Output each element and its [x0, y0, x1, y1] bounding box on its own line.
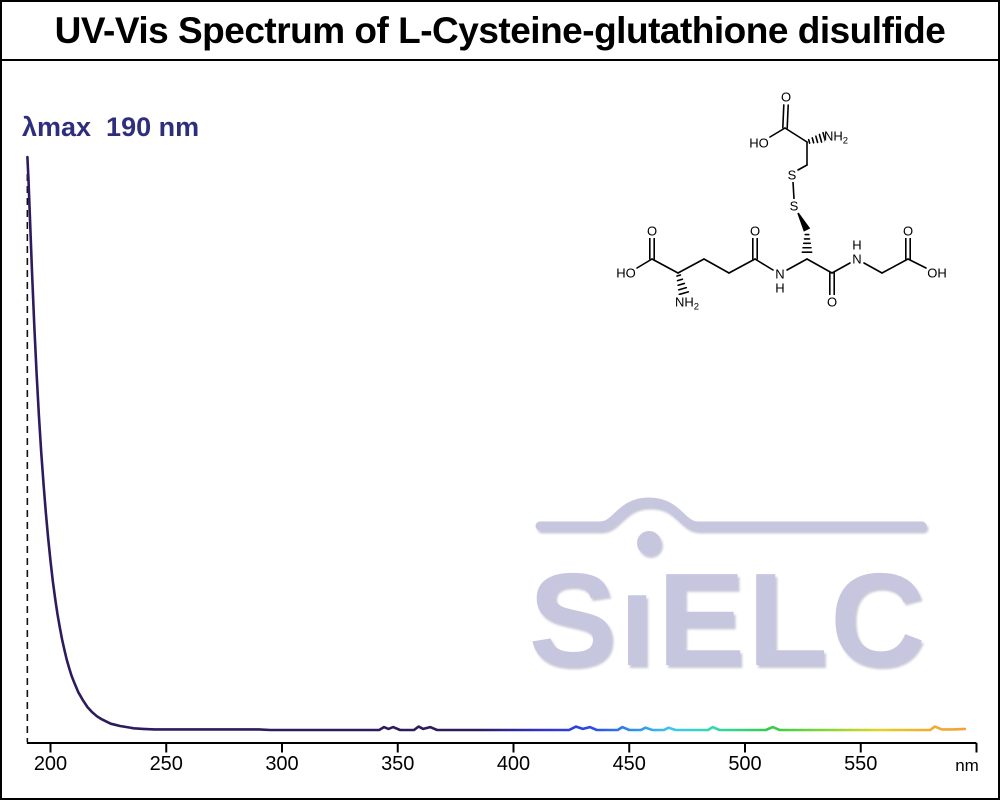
- atom-label-halo: [787, 168, 797, 182]
- atom-label: NH2: [675, 295, 699, 313]
- bond: [769, 127, 786, 138]
- bond: [797, 164, 808, 171]
- atom-label-halo: [675, 295, 699, 309]
- watermark-peak-icon: [535, 497, 927, 531]
- x-axis: 200 250 300 350 400 450 500 550 nm: [26, 742, 979, 775]
- title-bar: UV-Vis Spectrum of L-Cysteine-glutathion…: [2, 2, 998, 61]
- atom-label-halo: [852, 252, 862, 266]
- bond: [784, 127, 808, 143]
- atom-label: S: [790, 199, 799, 214]
- atom-label: O: [903, 224, 913, 239]
- bond: [676, 274, 682, 277]
- bond: [754, 258, 774, 271]
- axis-tick-label: 400: [497, 753, 530, 775]
- atom-label-halo: [617, 266, 635, 280]
- bond: [678, 291, 690, 296]
- lambda-max-annotation: λmax 190 nm: [22, 112, 200, 142]
- bond: [651, 258, 679, 274]
- bond: [677, 282, 686, 287]
- atom-label-halo: [781, 90, 791, 104]
- axis-tick-label: 300: [265, 753, 298, 775]
- atom-label: S: [788, 168, 797, 183]
- atom-label-halo: [775, 267, 785, 281]
- atom-label-halo: [903, 224, 913, 238]
- axis-tick-label: 200: [34, 753, 67, 775]
- bond: [677, 286, 688, 291]
- bond: [807, 138, 811, 144]
- atom-label: N: [852, 252, 861, 267]
- sielc-watermark-logo: SıELC: [529, 497, 928, 692]
- bond: [786, 104, 789, 129]
- bond: [811, 137, 815, 144]
- bond: [782, 104, 785, 129]
- atom-label: OH: [927, 266, 947, 281]
- bond: [907, 258, 927, 269]
- atom-label: NH2: [824, 129, 848, 147]
- atom-label: O: [647, 224, 657, 239]
- bond: [676, 278, 684, 282]
- page-title: UV-Vis Spectrum of L-Cysteine-glutathion…: [54, 9, 946, 51]
- axis-tick-label: 550: [844, 753, 877, 775]
- axis-tick-label: 500: [728, 753, 761, 775]
- spectrum-curve: [26, 155, 967, 732]
- axis-tick-label: 250: [150, 753, 183, 775]
- bond: [863, 262, 883, 274]
- atom-label: H: [852, 238, 861, 253]
- atom-label: O: [827, 295, 837, 310]
- axis-unit-label: nm: [955, 756, 979, 775]
- atom-label-halo: [852, 238, 862, 252]
- bond: [786, 258, 808, 271]
- bond: [677, 258, 705, 274]
- atom-label: H: [775, 281, 784, 296]
- bond: [815, 135, 819, 144]
- bond: [728, 258, 756, 274]
- bond: [881, 258, 909, 274]
- atom-label-halo: [750, 136, 768, 150]
- atom-label-halo: [775, 281, 785, 295]
- atom-label-halo: [824, 129, 848, 143]
- atom-label: HO: [749, 136, 769, 151]
- bond: [831, 262, 851, 274]
- wedge-bond: [797, 212, 811, 232]
- atom-label-halo: [750, 224, 760, 238]
- bond: [636, 258, 653, 269]
- axis-tick-label: 350: [381, 753, 414, 775]
- atom-label: N: [775, 267, 784, 282]
- watermark-dot-icon: [637, 531, 661, 555]
- atom-label: O: [781, 90, 791, 105]
- atom-label: HO: [616, 266, 636, 281]
- atom-label-halo: [827, 295, 837, 309]
- bond: [792, 181, 795, 200]
- bond: [818, 133, 823, 143]
- atom-label: O: [750, 224, 760, 239]
- bond: [703, 258, 730, 274]
- atom-label-halo: [789, 199, 799, 213]
- bond: [806, 258, 833, 274]
- watermark-text: SıELC: [529, 546, 928, 692]
- axis-tick-label: 450: [613, 753, 646, 775]
- atom-label-halo: [928, 266, 946, 280]
- atom-label-halo: [647, 224, 657, 238]
